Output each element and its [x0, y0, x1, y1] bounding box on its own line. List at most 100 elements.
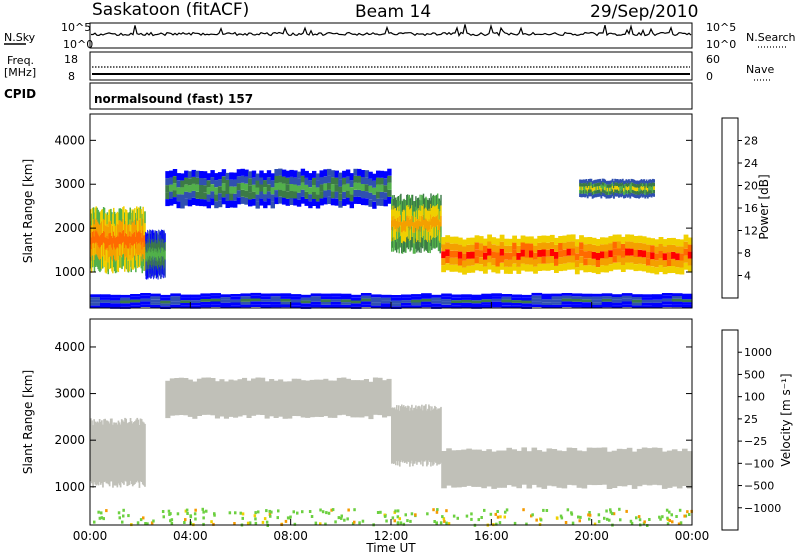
velocity-cell [257, 510, 260, 514]
power-cell [107, 226, 109, 239]
power-cell [94, 207, 97, 220]
power-cell [400, 193, 402, 205]
velocity-cell [241, 512, 245, 516]
power-cell [574, 260, 580, 268]
power-cell [419, 236, 421, 248]
power-cell [671, 293, 683, 296]
power-cell [629, 191, 632, 195]
beam-title: Beam 14 [355, 2, 431, 22]
power-cell [633, 179, 635, 184]
power-cell [603, 182, 605, 186]
power-cell [411, 215, 413, 227]
power-cell [419, 194, 421, 206]
power-cell [683, 262, 689, 270]
power-cell [679, 239, 685, 247]
power-cell [410, 197, 412, 209]
power-cell [330, 301, 342, 305]
power-cell [512, 242, 517, 250]
power-cell [645, 179, 648, 183]
power-cell [508, 266, 513, 274]
power-cell [338, 193, 343, 201]
power-cell [422, 204, 425, 215]
power-cell [596, 189, 599, 194]
power-cell [202, 192, 208, 200]
velocity-cell [587, 513, 590, 517]
power-cell [110, 294, 121, 298]
power-cell [270, 173, 275, 181]
power-cell [537, 249, 543, 257]
power-cell [140, 209, 143, 221]
power-cell [646, 181, 649, 185]
velocity-cell [324, 522, 327, 526]
power-cell [641, 302, 653, 306]
velocity-cell [683, 514, 686, 518]
velocity-cell [635, 516, 638, 520]
power-cell [644, 184, 647, 188]
power-cell [601, 185, 604, 190]
velocity-cell [677, 522, 681, 526]
power-cell [122, 207, 124, 219]
power-cell [611, 294, 623, 297]
power-cell [104, 225, 107, 238]
power-cell [666, 238, 672, 245]
power-cell [210, 301, 221, 305]
power-cell [551, 296, 563, 300]
power-cell [113, 223, 116, 236]
power-cell [644, 181, 647, 185]
velocity-cell [671, 520, 674, 524]
power-cell [594, 179, 597, 184]
power-cell [421, 195, 424, 207]
power-cell [592, 190, 595, 195]
power-cell [491, 237, 497, 245]
power-cell [453, 264, 459, 272]
velocity-cell [466, 448, 472, 486]
power-cell [413, 222, 415, 233]
power-cell [646, 244, 651, 252]
power-cell [398, 232, 400, 243]
power-cell [421, 236, 423, 248]
velocity-cell [414, 513, 417, 517]
power-cell [416, 240, 419, 251]
velocity-cell [314, 521, 318, 525]
velocity-cell [671, 449, 678, 487]
power-cell [105, 249, 108, 262]
velocity-cell [251, 378, 257, 416]
power-cell [609, 187, 612, 192]
power-cell [97, 221, 99, 234]
power-cell [427, 221, 430, 232]
power-cell [408, 215, 410, 227]
velocity-cell [546, 448, 553, 486]
power-cell [583, 258, 589, 266]
power-cell [409, 230, 411, 241]
power-cell [620, 236, 626, 244]
power-cell [278, 175, 283, 183]
freq-panel: Freq. [MHz] 18 8 60 0 Nave [4, 51, 774, 83]
power-cell [457, 265, 463, 273]
power-cell [495, 259, 501, 267]
power-cell [340, 293, 352, 297]
power-cell [441, 304, 452, 308]
xtick-label: 08:00 [273, 529, 308, 543]
power-cell [327, 197, 332, 204]
power-cell [633, 183, 635, 187]
power-cell [364, 198, 370, 206]
power-cell [202, 185, 208, 193]
power-cell [595, 253, 601, 260]
power-cell [635, 191, 638, 195]
power-cell [621, 298, 633, 302]
power-cell [562, 256, 568, 264]
power-cell [97, 257, 99, 270]
power-cell [113, 231, 115, 244]
power-cell [644, 195, 647, 199]
power-cell [263, 194, 268, 202]
power-cell [601, 301, 613, 305]
velocity-cell [412, 410, 414, 467]
power-cell [646, 184, 649, 188]
power-cell [399, 205, 401, 216]
power-cell [431, 297, 442, 301]
power-cell [675, 260, 681, 268]
power-cell [613, 195, 615, 199]
power-cell [92, 254, 95, 267]
power-cell [108, 257, 110, 270]
power-cell [394, 208, 396, 219]
